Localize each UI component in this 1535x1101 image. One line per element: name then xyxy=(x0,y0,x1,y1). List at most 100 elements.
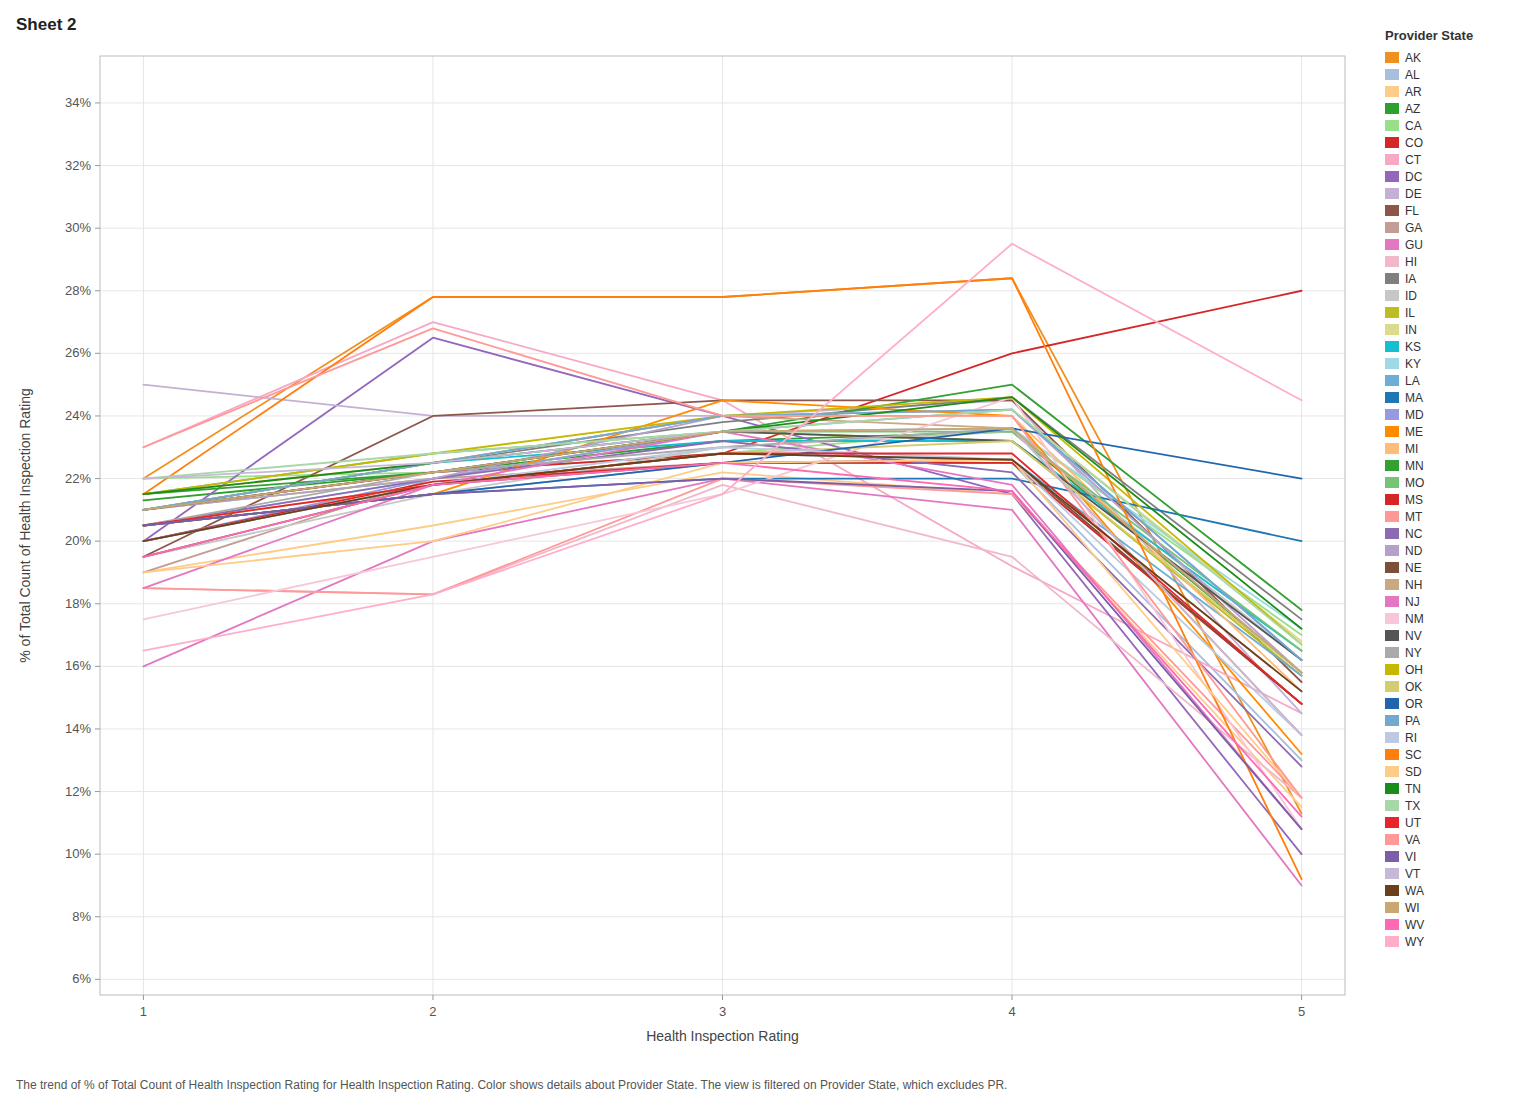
series-line[interactable] xyxy=(143,432,1301,830)
legend-swatch xyxy=(1385,188,1399,199)
y-tick-label: 32% xyxy=(65,158,91,173)
legend-label: VI xyxy=(1405,850,1416,864)
y-tick-label: 24% xyxy=(65,408,91,423)
series-line[interactable] xyxy=(143,278,1301,813)
x-axis-label: Health Inspection Rating xyxy=(646,1028,799,1044)
y-axis-label: % of Total Count of Health Inspection Ra… xyxy=(17,388,33,662)
legend-swatch xyxy=(1385,800,1399,811)
y-tick-label: 14% xyxy=(65,721,91,736)
y-tick xyxy=(95,228,100,229)
series-line[interactable] xyxy=(143,400,1301,754)
legend-label: OH xyxy=(1405,663,1423,677)
legend-label: RI xyxy=(1405,731,1417,745)
y-tick-label: 22% xyxy=(65,471,91,486)
legend-swatch xyxy=(1385,562,1399,573)
series-line[interactable] xyxy=(143,432,1301,651)
legend-label: OR xyxy=(1405,697,1423,711)
legend-swatch xyxy=(1385,681,1399,692)
legend-swatch xyxy=(1385,579,1399,590)
series-line[interactable] xyxy=(143,328,1301,798)
y-tick xyxy=(95,102,100,103)
series-line[interactable] xyxy=(143,485,1301,798)
legend-label: AR xyxy=(1405,85,1422,99)
legend-swatch xyxy=(1385,426,1399,437)
legend-swatch xyxy=(1385,613,1399,624)
legend-label: KS xyxy=(1405,340,1421,354)
series-line[interactable] xyxy=(143,428,1301,672)
x-tick-label: 5 xyxy=(1298,1004,1305,1019)
legend-label: CA xyxy=(1405,119,1422,133)
series-line[interactable] xyxy=(143,397,1301,829)
y-tick xyxy=(95,854,100,855)
legend-label: IN xyxy=(1405,323,1417,337)
x-tick-label: 2 xyxy=(429,1004,436,1019)
title: Sheet 2 xyxy=(16,15,76,34)
series-line[interactable] xyxy=(143,454,1301,704)
legend-label: AK xyxy=(1405,51,1421,65)
legend-swatch xyxy=(1385,324,1399,335)
legend-label: MO xyxy=(1405,476,1424,490)
series-line[interactable] xyxy=(143,463,1301,704)
series-line[interactable] xyxy=(143,454,1301,692)
legend-swatch xyxy=(1385,154,1399,165)
legend-label: DE xyxy=(1405,187,1422,201)
legend-label: MS xyxy=(1405,493,1423,507)
legend-label: IA xyxy=(1405,272,1416,286)
series-line[interactable] xyxy=(143,479,1301,886)
legend-swatch xyxy=(1385,103,1399,114)
x-tick xyxy=(722,995,723,1000)
series-line[interactable] xyxy=(143,479,1301,830)
legend-swatch xyxy=(1385,647,1399,658)
legend-swatch xyxy=(1385,477,1399,488)
y-tick-label: 12% xyxy=(65,784,91,799)
legend-swatch xyxy=(1385,460,1399,471)
x-tick xyxy=(432,995,433,1000)
y-tick-label: 16% xyxy=(65,658,91,673)
legend-label: MA xyxy=(1405,391,1423,405)
legend-swatch xyxy=(1385,528,1399,539)
x-tick-label: 1 xyxy=(140,1004,147,1019)
series-line[interactable] xyxy=(143,397,1301,644)
series-line[interactable] xyxy=(143,463,1301,704)
y-tick-label: 26% xyxy=(65,345,91,360)
legend-label: IL xyxy=(1405,306,1415,320)
y-tick xyxy=(95,791,100,792)
ticks: 6%8%10%12%14%16%18%20%22%24%26%28%30%32%… xyxy=(65,95,1305,1019)
series-line[interactable] xyxy=(143,460,1301,798)
legend-title: Provider State xyxy=(1385,28,1473,43)
legend-label: WI xyxy=(1405,901,1420,915)
series-line[interactable] xyxy=(143,400,1301,682)
series-line[interactable] xyxy=(143,463,1301,817)
legend-swatch xyxy=(1385,307,1399,318)
legend-label: GA xyxy=(1405,221,1422,235)
y-tick xyxy=(95,353,100,354)
series-line[interactable] xyxy=(143,385,1301,714)
legend-swatch xyxy=(1385,256,1399,267)
series-line[interactable] xyxy=(143,278,1301,879)
legend-swatch xyxy=(1385,545,1399,556)
legend-label: NH xyxy=(1405,578,1422,592)
series-line[interactable] xyxy=(143,428,1301,635)
legend-swatch xyxy=(1385,630,1399,641)
x-tick-label: 4 xyxy=(1008,1004,1015,1019)
y-tick xyxy=(95,603,100,604)
legend-label: TN xyxy=(1405,782,1421,796)
legend-label: SD xyxy=(1405,765,1422,779)
legend-label: NC xyxy=(1405,527,1423,541)
legend-swatch xyxy=(1385,783,1399,794)
series-line[interactable] xyxy=(143,244,1301,651)
y-tick-label: 20% xyxy=(65,533,91,548)
legend-label: MI xyxy=(1405,442,1418,456)
y-tick xyxy=(95,728,100,729)
series-line[interactable] xyxy=(143,428,1301,735)
legend-swatch xyxy=(1385,851,1399,862)
legend-swatch xyxy=(1385,69,1399,80)
legend-swatch xyxy=(1385,494,1399,505)
grid-line-x xyxy=(1012,56,1013,995)
series-line[interactable] xyxy=(143,410,1301,673)
legend-swatch xyxy=(1385,358,1399,369)
legend-label: NM xyxy=(1405,612,1424,626)
legend-label: WA xyxy=(1405,884,1424,898)
legend-swatch xyxy=(1385,834,1399,845)
legend-label: CO xyxy=(1405,136,1423,150)
